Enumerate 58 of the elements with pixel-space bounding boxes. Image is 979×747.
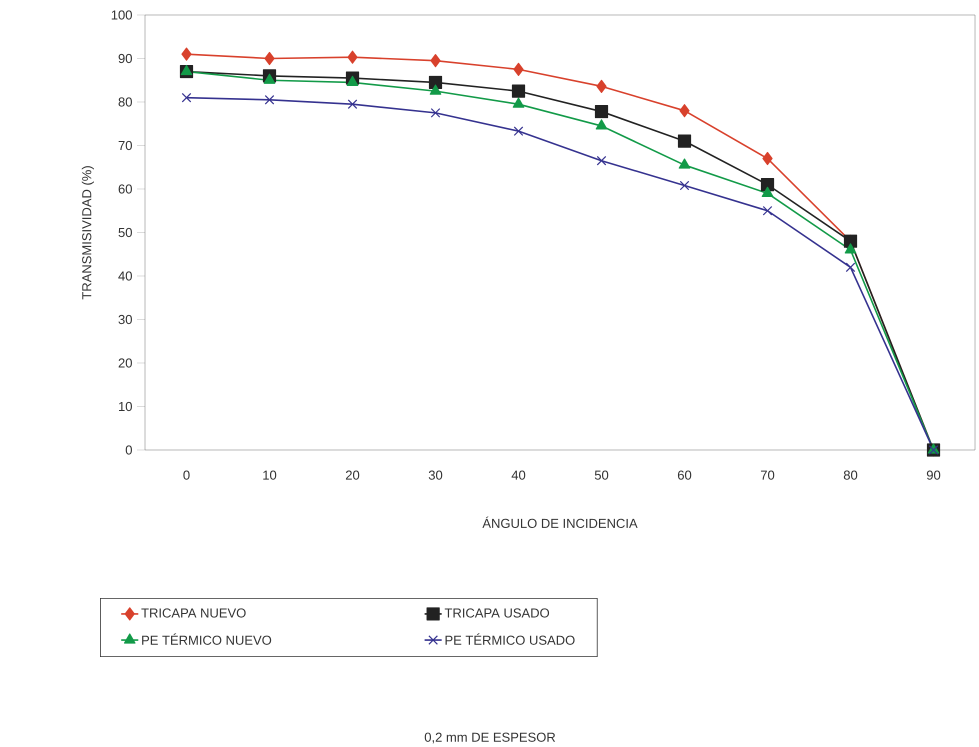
point bbox=[346, 76, 358, 86]
point bbox=[512, 98, 524, 108]
y-tick-label: 60 bbox=[118, 184, 132, 194]
point bbox=[430, 84, 442, 95]
y-tick-label: 70 bbox=[118, 140, 132, 150]
y-tick-label: 0 bbox=[126, 445, 132, 455]
x-tick-label: 50 bbox=[594, 470, 608, 480]
point bbox=[512, 84, 526, 98]
legend-label: PE TÉRMICO USADO bbox=[446, 633, 575, 645]
text: 0,2 mm DE ESPESOR bbox=[424, 732, 556, 744]
point bbox=[181, 48, 192, 61]
x-tick-label: 20 bbox=[346, 470, 360, 480]
y-tick-label: 30 bbox=[118, 314, 132, 324]
y-tick-label: 10 bbox=[118, 402, 132, 412]
y-tick-label: 20 bbox=[118, 358, 132, 368]
point bbox=[264, 52, 275, 66]
x-tick-label: 80 bbox=[844, 470, 858, 480]
legend-label: TRICAPA NUEVO bbox=[141, 608, 246, 618]
point bbox=[180, 64, 192, 76]
x-tick-label: 30 bbox=[428, 470, 442, 480]
point bbox=[596, 156, 606, 166]
y-tick-label: 100 bbox=[112, 10, 132, 20]
x-tick-label: 70 bbox=[760, 470, 774, 480]
x-tick-label: 90 bbox=[926, 470, 940, 480]
point bbox=[430, 108, 440, 118]
point bbox=[348, 99, 358, 110]
point bbox=[762, 152, 773, 166]
point bbox=[762, 186, 774, 197]
legend-label: TRICAPA USADO bbox=[444, 608, 550, 618]
y-tick-label: 80 bbox=[118, 97, 132, 107]
point bbox=[513, 62, 524, 76]
point bbox=[678, 158, 690, 169]
point bbox=[596, 119, 608, 130]
point bbox=[594, 104, 608, 118]
x-tick-label: 40 bbox=[512, 470, 526, 480]
point bbox=[430, 54, 441, 68]
legend-label: PE TÉRMICO NUEVO bbox=[142, 633, 272, 645]
x-tick-label: 0 bbox=[183, 470, 190, 480]
x-tick-label: 60 bbox=[678, 470, 692, 480]
point bbox=[182, 92, 192, 102]
y-tick-label: 50 bbox=[118, 228, 132, 238]
point bbox=[596, 80, 607, 93]
point bbox=[844, 243, 856, 254]
x-tick-label: 10 bbox=[263, 470, 276, 480]
x-axis-title: ÁNGULO DE INCIDENCIA bbox=[482, 516, 638, 528]
y-tick-label: 40 bbox=[118, 271, 132, 281]
point bbox=[678, 134, 692, 148]
point bbox=[846, 262, 856, 272]
y-tick-label: 90 bbox=[118, 54, 132, 64]
point bbox=[760, 178, 774, 192]
point bbox=[762, 206, 772, 216]
point bbox=[264, 74, 276, 84]
point bbox=[264, 94, 274, 105]
point bbox=[680, 180, 690, 190]
point bbox=[679, 104, 690, 118]
y-axis-title: TRANSMISIVIDAD (%) bbox=[82, 166, 94, 300]
point bbox=[347, 50, 358, 64]
point bbox=[514, 126, 524, 136]
